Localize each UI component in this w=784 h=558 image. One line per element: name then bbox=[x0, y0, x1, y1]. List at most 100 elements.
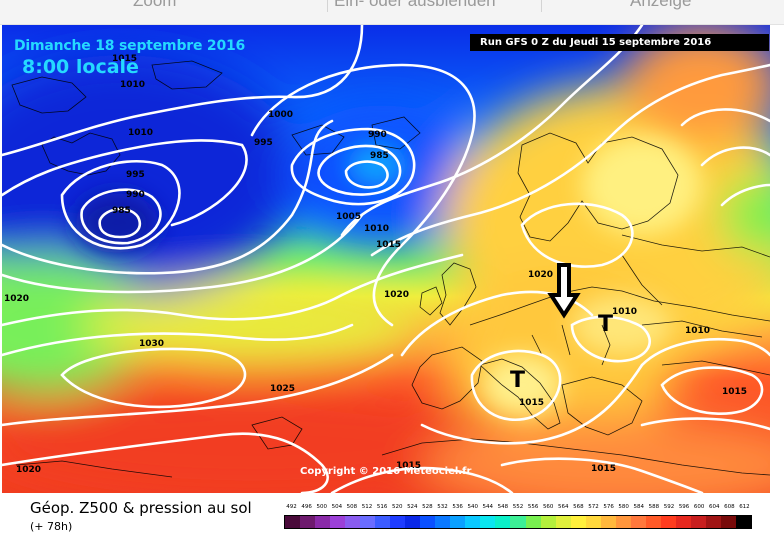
isobar-label: 1020 bbox=[528, 270, 553, 280]
coastlines bbox=[11, 60, 770, 478]
scale-tick-label: 544 bbox=[482, 504, 494, 510]
isobar-label: 1015 bbox=[519, 398, 544, 408]
isobar-label: 1025 bbox=[270, 384, 295, 394]
scale-tick-label: 492 bbox=[286, 504, 297, 510]
scale-color-swatch bbox=[390, 516, 406, 528]
low-pressure-marker: T bbox=[598, 312, 613, 337]
scale-tick-label: 584 bbox=[633, 504, 645, 510]
scale-color-swatch bbox=[420, 516, 436, 528]
isobar-label: 985 bbox=[370, 151, 389, 161]
isobar-label: 1020 bbox=[384, 290, 409, 300]
forecast-date: Dimanche 18 septembre 2016 bbox=[14, 38, 246, 54]
scale-color-swatch bbox=[660, 516, 676, 528]
scale-color-swatch bbox=[630, 516, 646, 528]
scale-tick-label: 596 bbox=[678, 504, 690, 510]
scale-tick-label: 524 bbox=[407, 504, 418, 510]
scale-color-swatch bbox=[675, 516, 691, 528]
scale-color-swatch bbox=[585, 516, 601, 528]
scale-color-swatch bbox=[555, 516, 571, 528]
forecast-time: 8:00 locale bbox=[22, 56, 139, 78]
isobar-label: 1015 bbox=[112, 54, 137, 64]
copyright-notice: Copyright © 2016 Meteociel.fr bbox=[300, 466, 472, 477]
scale-tick-label: 564 bbox=[558, 504, 569, 510]
scale-color-swatch bbox=[615, 516, 631, 528]
scale-tick-label: 580 bbox=[618, 504, 629, 510]
scale-tick-label: 496 bbox=[301, 504, 312, 510]
scale-tick-label: 612 bbox=[739, 504, 750, 510]
display-menu-item[interactable]: Anzeige bbox=[630, 0, 692, 10]
isobar-label: 1010 bbox=[120, 80, 145, 90]
scale-color-swatch bbox=[360, 516, 376, 528]
zoom-menu-item[interactable]: Zoom bbox=[133, 0, 177, 10]
scale-tick-label: 516 bbox=[376, 504, 388, 510]
scale-tick-label: 528 bbox=[422, 504, 433, 510]
scale-tick-label: 540 bbox=[467, 504, 478, 510]
scale-tick-label: 508 bbox=[346, 504, 358, 510]
scale-color-swatch bbox=[570, 516, 586, 528]
scale-color-swatch bbox=[510, 516, 526, 528]
isobar-label: 990 bbox=[368, 130, 387, 140]
viewer-toolbar: Zoom Ein- oder ausblenden Anzeige bbox=[0, 0, 784, 25]
isobar-label: 1000 bbox=[268, 110, 293, 120]
isobar-label: 1010 bbox=[128, 128, 153, 138]
scale-color-swatch bbox=[405, 516, 421, 528]
scale-tick-label: 512 bbox=[361, 504, 373, 510]
isobar-label: 985 bbox=[112, 206, 131, 216]
scale-color-swatch bbox=[495, 516, 511, 528]
down-arrow-icon bbox=[547, 263, 581, 319]
scale-tick-label: 548 bbox=[497, 504, 509, 510]
toolbar-divider bbox=[327, 0, 328, 12]
scale-tick-label: 536 bbox=[452, 504, 463, 510]
scale-tick-label: 608 bbox=[724, 504, 735, 510]
scale-tick-label: 520 bbox=[391, 504, 403, 510]
scale-tick-label: 600 bbox=[693, 504, 705, 510]
scale-color-swatch bbox=[345, 516, 361, 528]
scale-color-swatch bbox=[435, 516, 451, 528]
scale-color-swatch bbox=[690, 516, 706, 528]
isobar-label: 1015 bbox=[722, 387, 747, 397]
scale-color-swatch bbox=[330, 516, 346, 528]
scale-color-swatch bbox=[735, 516, 751, 528]
isobar-label: 1015 bbox=[591, 464, 616, 474]
isobar-label: 1020 bbox=[4, 294, 29, 304]
toggle-visibility-menu-item[interactable]: Ein- oder ausblenden bbox=[334, 0, 496, 10]
scale-color-swatch bbox=[540, 516, 556, 528]
scale-color-swatch bbox=[600, 516, 616, 528]
scale-color-swatch bbox=[285, 516, 301, 528]
legend-title: Géop. Z500 & pression au sol bbox=[30, 499, 252, 517]
isobar-label: 995 bbox=[126, 170, 145, 180]
toolbar-divider bbox=[541, 0, 542, 12]
scale-tick-label: 552 bbox=[512, 504, 524, 510]
scale-tick-label: 588 bbox=[648, 504, 660, 510]
scale-tick-label: 572 bbox=[588, 504, 599, 510]
scale-tick-label: 504 bbox=[331, 504, 343, 510]
scale-color-swatch bbox=[450, 516, 466, 528]
scale-tick-label: 576 bbox=[603, 504, 614, 510]
scale-tick-label: 500 bbox=[316, 504, 327, 510]
scale-tick-label: 604 bbox=[709, 504, 720, 510]
scale-tick-label: 560 bbox=[542, 504, 554, 510]
scale-color-swatch bbox=[525, 516, 541, 528]
scale-color-swatch bbox=[645, 516, 661, 528]
isobar-label: 1015 bbox=[396, 461, 421, 471]
scale-tick-label: 568 bbox=[573, 504, 584, 510]
forecast-lead-time: (+ 78h) bbox=[30, 520, 73, 533]
isobar-label: 1015 bbox=[376, 240, 401, 250]
geopotential-field: 1015 1010 1010 995 990 985 1000 995 990 … bbox=[2, 25, 770, 493]
scale-color-swatch bbox=[300, 516, 316, 528]
scale-color-swatch bbox=[375, 516, 391, 528]
isobar-label: 1010 bbox=[612, 307, 637, 317]
isobar-label: 995 bbox=[254, 138, 273, 148]
isobar-label: 990 bbox=[126, 190, 145, 200]
model-run-info: Run GFS 0 Z du Jeudi 15 septembre 2016 bbox=[470, 34, 769, 51]
isobar-label: 1005 bbox=[336, 212, 361, 222]
scale-color-swatch bbox=[705, 516, 721, 528]
isobar-value-labels: 1015 1010 1010 995 990 985 1000 995 990 … bbox=[4, 54, 747, 475]
scale-color-swatch bbox=[465, 516, 481, 528]
scale-tick-label: 556 bbox=[527, 504, 539, 510]
isobar-label: 1020 bbox=[16, 465, 41, 475]
scale-color-swatch bbox=[480, 516, 496, 528]
low-pressure-marker: T bbox=[510, 368, 525, 393]
scale-color-swatch bbox=[720, 516, 736, 528]
scale-tick-label: 592 bbox=[663, 504, 675, 510]
